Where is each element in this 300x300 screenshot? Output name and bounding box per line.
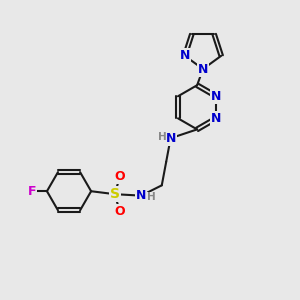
Text: H: H <box>147 192 156 202</box>
Text: F: F <box>28 185 37 198</box>
Text: N: N <box>198 62 208 76</box>
Text: H: H <box>158 132 167 142</box>
Text: O: O <box>115 205 125 218</box>
Text: N: N <box>165 132 176 145</box>
Text: N: N <box>180 49 190 62</box>
Text: N: N <box>211 112 221 125</box>
Text: N: N <box>211 90 221 103</box>
Text: O: O <box>115 170 125 183</box>
Text: N: N <box>136 189 146 202</box>
Text: S: S <box>110 187 120 201</box>
